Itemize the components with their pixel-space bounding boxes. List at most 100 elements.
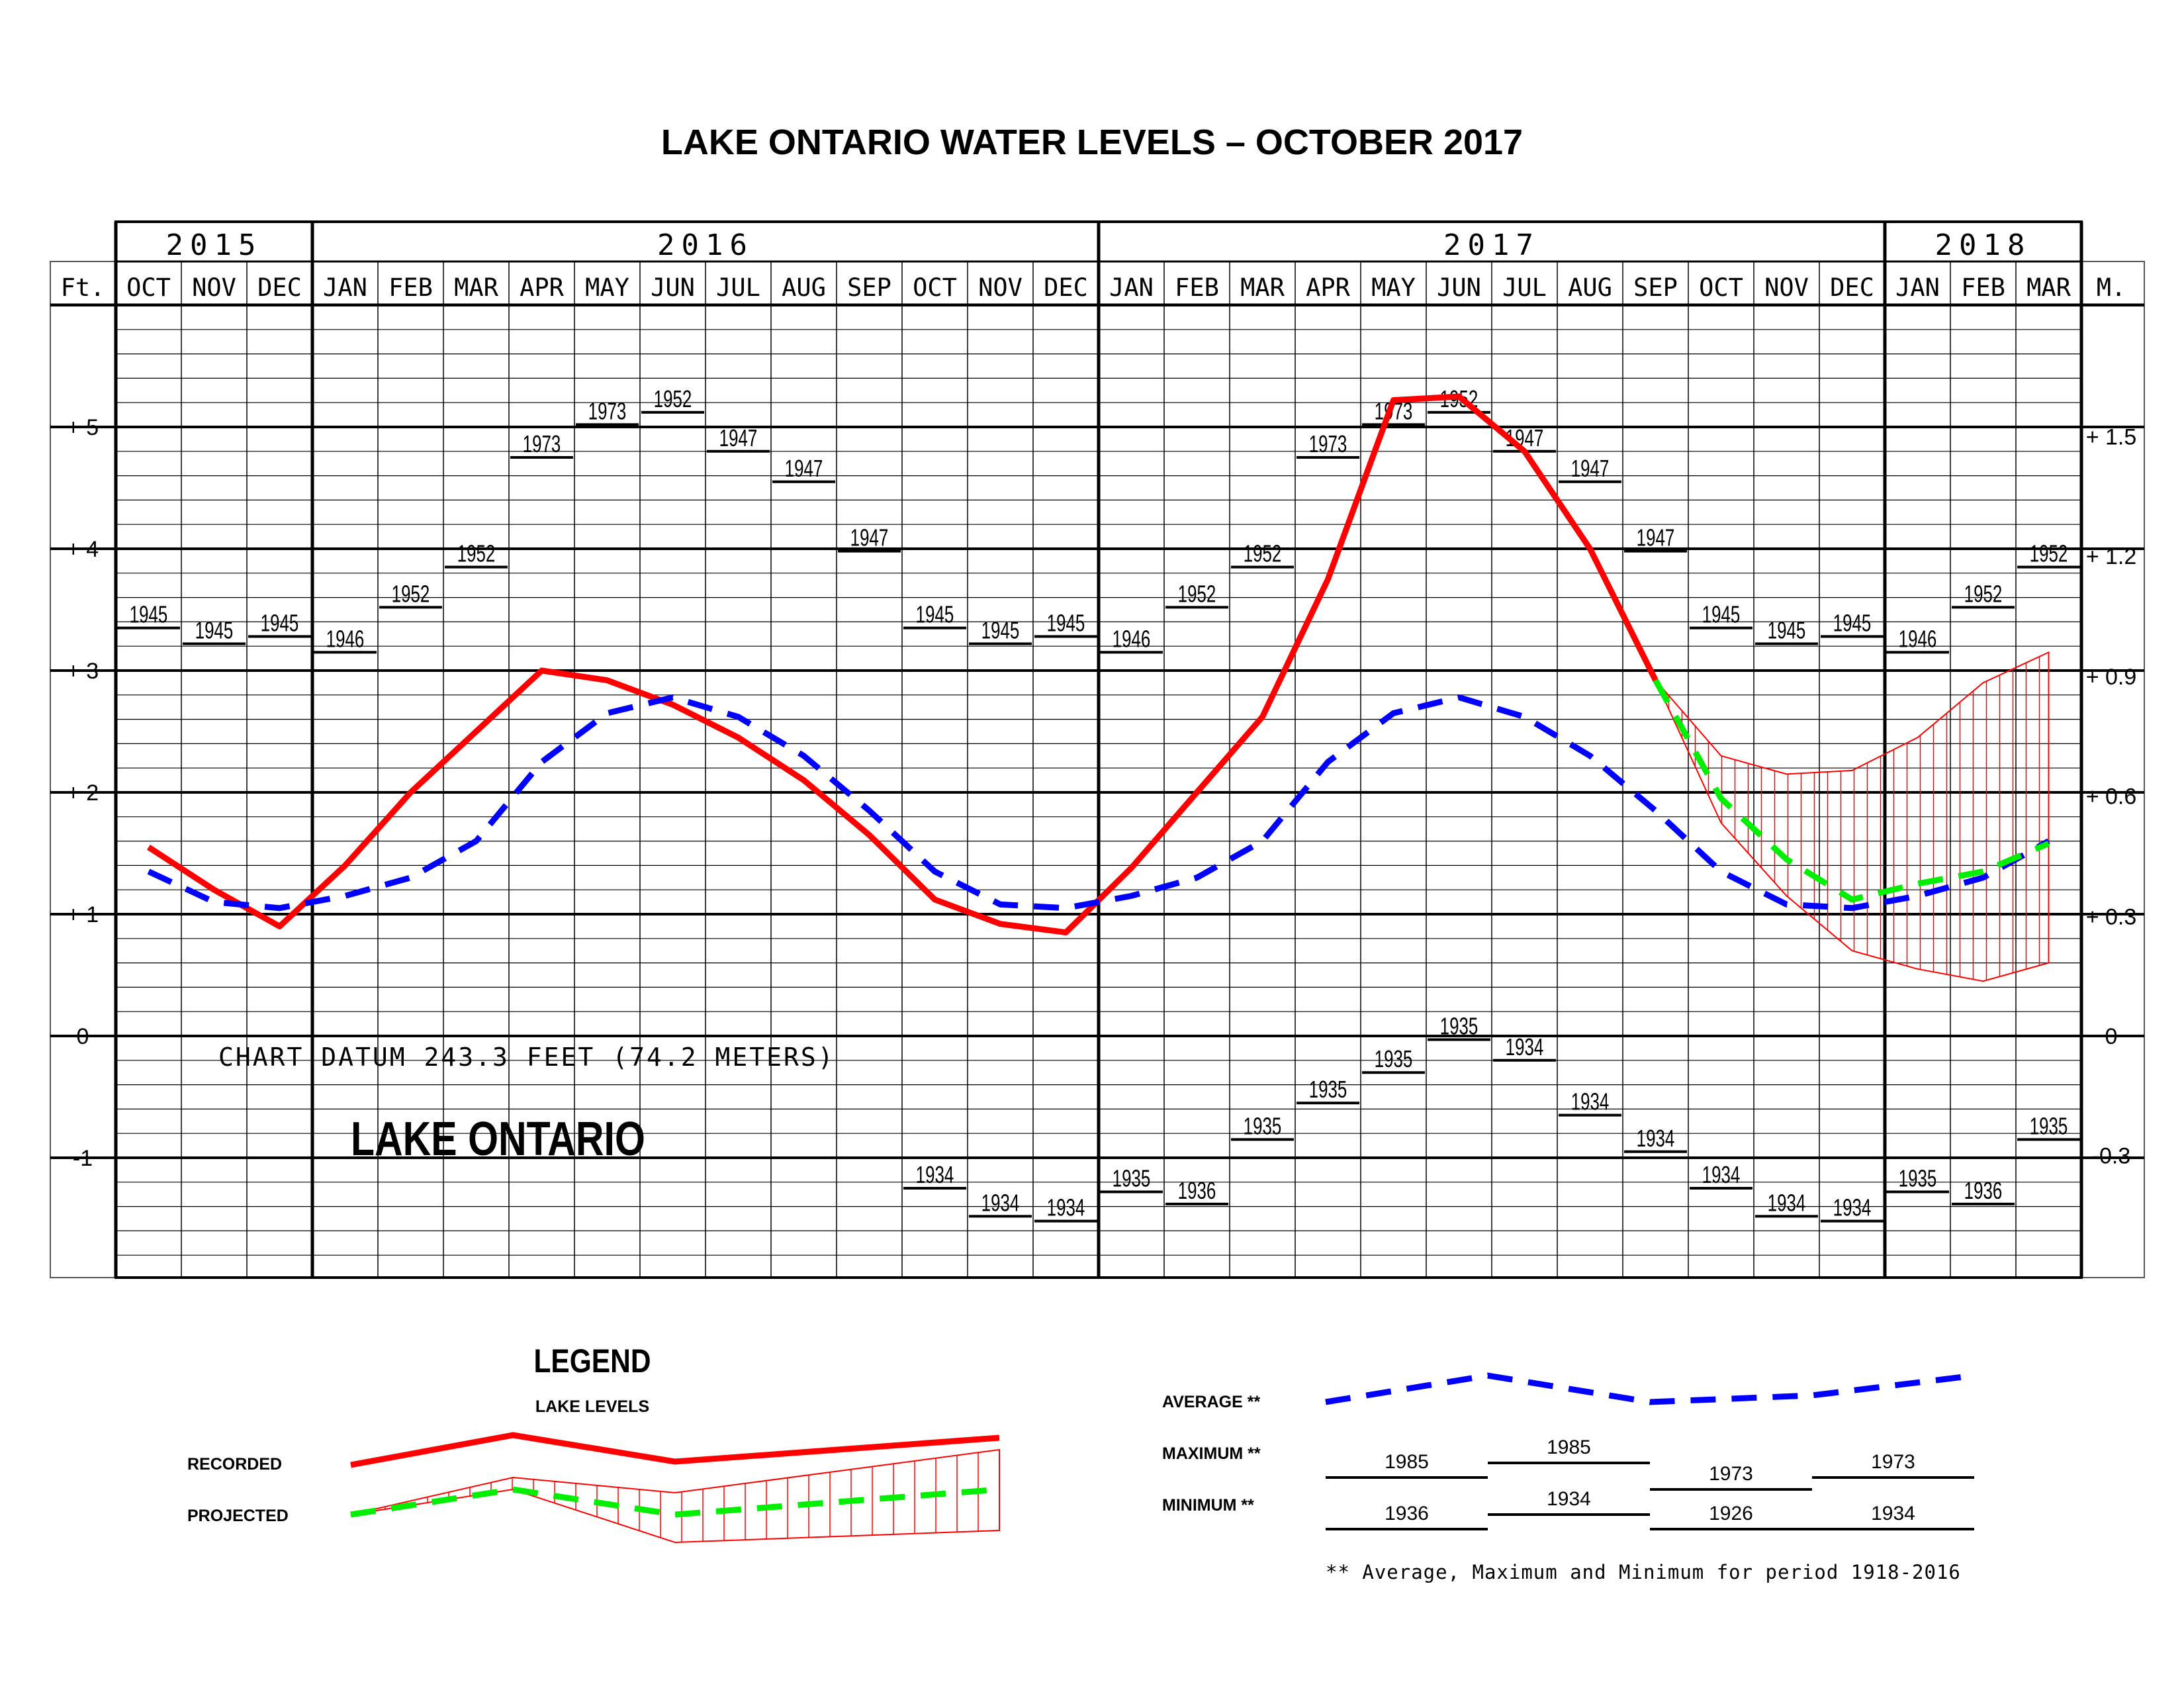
y-tick-ft: + 3 [67,659,99,684]
max-year-label: 1973 [523,431,561,457]
max-year-label: 1945 [1702,601,1741,628]
min-year-label: 1934 [1047,1195,1085,1221]
legend-max-year: 1973 [1709,1463,1753,1485]
month-label: FEB [1961,273,2005,302]
right-unit-label: M. [2097,273,2126,302]
y-tick-ft: + 5 [67,415,99,440]
max-year-label: 1946 [1113,626,1151,652]
y-tick-ft: + 2 [67,780,99,806]
min-year-label: 1934 [1768,1190,1806,1216]
legend-average-line [1325,1372,1975,1405]
max-year-label: 1952 [457,540,496,567]
min-year-label: 1935 [2030,1113,2068,1139]
legend-title: LEGEND [533,1342,651,1380]
y-tick-m: + 1.5 [2086,425,2137,450]
y-tick-ft: -1 [73,1146,93,1171]
y-tick-ft: 0 [77,1024,89,1049]
max-year-label: 1947 [1571,455,1610,482]
left-unit-label: Ft. [61,273,105,302]
min-year-label: 1935 [1244,1113,1282,1139]
series-average [147,694,2050,912]
y-tick-ft: + 4 [67,537,99,562]
max-year-label: 1947 [785,455,823,482]
legend-min-year: 1926 [1709,1503,1753,1524]
month-label: JUL [1502,273,1547,302]
y-tick-m: + 0.6 [2086,784,2137,810]
month-label: JUN [1437,273,1481,302]
min-year-label: 1934 [981,1190,1020,1216]
min-year-label: 1934 [1506,1034,1544,1060]
max-year-label: 1945 [130,601,168,628]
series-projected [1653,679,2050,903]
min-year-label: 1935 [1899,1165,1937,1192]
month-label: JUN [651,273,695,302]
max-year-label: 1947 [1637,525,1675,551]
min-year-label: 1934 [916,1162,954,1188]
legend-max-year: 1985 [1385,1451,1429,1473]
min-year-label: 1934 [1702,1162,1741,1188]
max-year-label: 1945 [261,610,299,636]
month-label: APR [1306,273,1351,302]
legend-range-outline [350,1448,1000,1544]
month-label: JAN [1895,273,1940,302]
min-year-label: 1934 [1637,1125,1675,1152]
series-lines [147,393,2050,936]
month-label: MAR [1240,273,1285,302]
year-label: 2015 [166,228,263,262]
projection-range-outline [1655,651,2050,982]
max-year-label: 1952 [392,581,430,607]
legend-projected-label: PROJECTED [187,1507,289,1525]
month-label: JUL [716,273,760,302]
max-year-label: 1952 [654,386,692,412]
month-label: AUG [782,273,826,302]
legend-min-year: 1934 [1547,1488,1591,1510]
legend-min-year: 1936 [1385,1503,1429,1524]
month-label: JAN [323,273,367,302]
max-year-label: 1952 [1964,581,2003,607]
y-tick-m: -0.3 [2092,1143,2131,1168]
legend-average-label: AVERAGE ** [1162,1393,1260,1411]
month-label: DEC [257,273,302,302]
year-label: 2016 [657,228,754,262]
month-label: DEC [1830,273,1874,302]
max-year-label: 1947 [719,425,758,451]
max-year-label: 1952 [2030,540,2068,567]
legend-maximum-label: MAXIMUM ** [1162,1444,1261,1463]
y-tick-m: + 0.9 [2086,665,2137,690]
lake-name-label: LAKE ONTARIO [351,1111,645,1165]
max-year-label: 1945 [1047,610,1085,636]
month-label: APR [520,273,565,302]
month-label: MAR [2026,273,2071,302]
chart-title: LAKE ONTARIO WATER LEVELS – OCTOBER 2017 [661,122,1523,162]
max-year-label: 1945 [981,617,1020,643]
year-label: 2017 [1443,228,1540,262]
max-year-label: 1952 [1178,581,1216,607]
legend-max-year: 1985 [1547,1436,1591,1458]
max-year-label: 1946 [1899,626,1937,652]
max-year-label: 1946 [326,626,365,652]
legend: LEGEND LAKE LEVELS RECORDED PROJECTED AVERAG… [187,1342,1975,1583]
min-year-label: 1935 [1309,1076,1347,1103]
month-label: NOV [1764,273,1809,302]
min-year-label: 1934 [1833,1195,1872,1221]
chart-datum-note: CHART DATUM 243.3 FEET (74.2 METERS) [218,1043,835,1072]
max-year-label: 1973 [588,398,627,424]
legend-recorded-line [350,1432,1000,1468]
y-tick-m: + 1.2 [2086,544,2137,569]
month-label: FEB [1175,273,1219,302]
month-label: MAY [585,273,629,302]
max-year-label: 1945 [916,601,954,628]
min-year-label: 1935 [1375,1046,1413,1072]
month-label: JAN [1109,273,1154,302]
max-year-label: 1973 [1309,431,1347,457]
min-year-label: 1936 [1964,1178,2003,1204]
min-year-label: 1934 [1571,1088,1610,1115]
min-year-label: 1935 [1113,1165,1151,1192]
period-headers: 2015 2016 2017 2018 OCT NOV DEC JAN FEB MAR APR MAY… [61,228,2126,302]
projection-range [1655,651,2050,982]
month-label: SEP [1633,273,1678,302]
y-tick-ft: + 1 [67,902,99,927]
month-label: SEP [847,273,891,302]
legend-max-year: 1973 [1871,1451,1915,1473]
